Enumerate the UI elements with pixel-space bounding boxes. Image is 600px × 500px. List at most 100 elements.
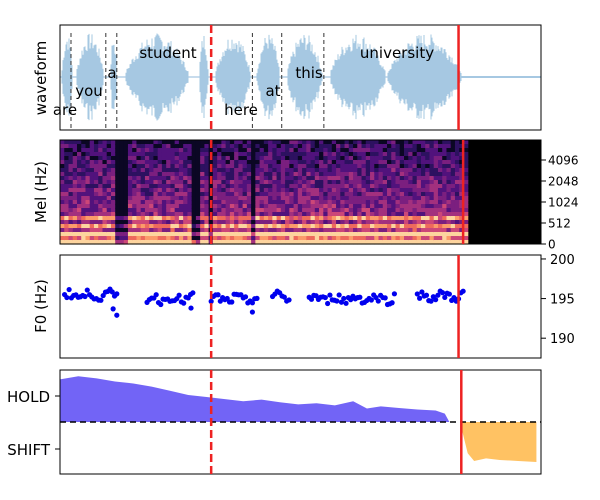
mel-cell: [178, 228, 184, 233]
mel-cell: [454, 204, 460, 209]
mel-cell: [433, 236, 439, 241]
mel-cell: [314, 144, 320, 149]
mel-cell: [178, 152, 184, 157]
mel-cell: [225, 224, 231, 229]
mel-cell: [429, 144, 435, 149]
mel-cell: [68, 216, 74, 221]
mel-cell: [102, 180, 108, 185]
mel-cell: [416, 216, 422, 221]
mel-cell: [81, 164, 87, 169]
mel-cell: [399, 140, 405, 145]
mel-cell: [323, 172, 329, 177]
mel-cell: [395, 200, 401, 205]
f0-point: [158, 301, 164, 308]
mel-cell: [399, 212, 405, 217]
mel-cell: [420, 200, 426, 205]
mel-cell: [212, 144, 218, 149]
mel-cell: [306, 220, 312, 225]
mel-cell: [119, 164, 125, 169]
mel-cell: [127, 196, 133, 201]
mel-cell: [149, 224, 155, 229]
mel-cell: [293, 236, 299, 241]
mel-cell: [115, 200, 121, 205]
mel-cell: [140, 224, 146, 229]
mel-cell: [251, 236, 256, 241]
mel-cell: [191, 224, 197, 229]
mel-cell: [310, 204, 316, 209]
mel-cell: [174, 212, 180, 217]
mel-cell: [297, 192, 303, 197]
mel-cell: [102, 204, 108, 209]
mel-cell: [442, 152, 448, 157]
mel-cell: [204, 152, 210, 157]
mel-cell: [183, 148, 189, 153]
mel-cell: [242, 236, 248, 241]
mel-cell: [102, 224, 108, 229]
mel-cell: [136, 224, 142, 229]
mel-cell: [221, 200, 227, 205]
mel-cell: [353, 228, 358, 233]
mel-cell: [280, 224, 286, 229]
mel-cell: [365, 192, 371, 197]
mel-cell: [102, 156, 108, 161]
mel-cell: [221, 192, 227, 197]
mel-cell: [217, 180, 222, 185]
mel-cell: [98, 216, 104, 221]
mel-cell: [306, 212, 312, 217]
mel-cell: [136, 184, 142, 189]
f0-frame: [59, 254, 542, 359]
mel-cell: [454, 236, 460, 241]
mel-cell: [212, 180, 218, 185]
mel-cell: [404, 224, 409, 229]
mel-cell: [302, 184, 307, 189]
mel-cell: [174, 168, 180, 173]
mel-cell: [98, 144, 104, 149]
mel-cell: [331, 220, 337, 225]
mel-cell: [463, 200, 469, 205]
mel-cell: [153, 208, 159, 213]
mel-cell: [200, 220, 205, 225]
mel-cell: [81, 140, 87, 145]
mel-cell: [153, 164, 159, 169]
mel-cell: [81, 236, 87, 241]
mel-cell: [454, 240, 460, 245]
mel-cell: [89, 200, 95, 205]
mel-cell: [187, 172, 193, 177]
f0-ytick-label: 195: [550, 293, 575, 308]
mel-cell: [361, 204, 367, 209]
mel-cell: [166, 240, 172, 245]
mel-cell: [459, 220, 465, 225]
mel-cell: [459, 164, 465, 169]
mel-cell: [149, 168, 155, 173]
mel-cell: [251, 220, 256, 225]
mel-cell: [425, 220, 431, 225]
mel-cell: [378, 140, 384, 145]
mel-cell: [314, 160, 320, 165]
mel-cell: [246, 200, 252, 205]
mel-cell: [149, 176, 155, 181]
mel-cell: [229, 168, 235, 173]
mel-cell: [463, 232, 469, 237]
mel-cell: [391, 156, 397, 161]
mel-cell: [106, 220, 112, 225]
mel-cell: [136, 208, 142, 213]
mel-cell: [89, 156, 95, 161]
mel-cell: [395, 144, 401, 149]
mel-cell: [234, 152, 239, 157]
mel-cell: [76, 184, 82, 189]
mel-cell: [378, 204, 384, 209]
mel-cell: [302, 156, 307, 161]
mel-cell: [404, 160, 409, 165]
mel-cell: [119, 148, 125, 153]
mel-cell: [378, 216, 384, 221]
mel-cell: [255, 224, 261, 229]
mel-cell: [234, 164, 239, 169]
mel-cell: [353, 196, 358, 201]
mel-cell: [144, 220, 150, 225]
mel-cell: [327, 232, 333, 237]
mel-cell: [357, 140, 363, 145]
mel-cell: [293, 160, 299, 165]
mel-cell: [412, 200, 418, 205]
mel-cell: [310, 232, 316, 237]
mel-cell: [429, 212, 435, 217]
